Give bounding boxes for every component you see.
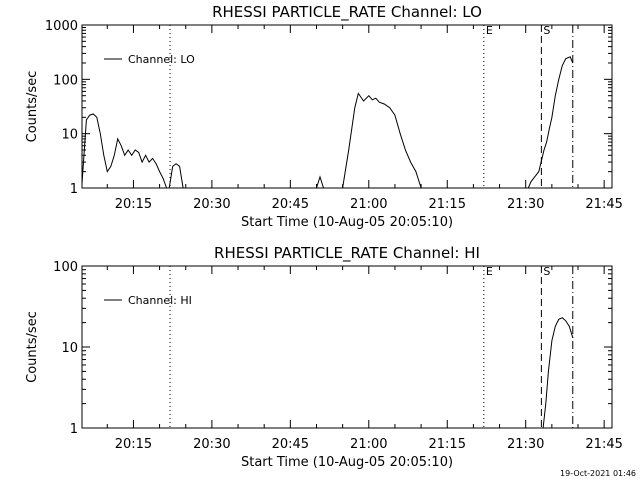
chart-marks: 20:15 20:30 20:45 21:00 21:15 21:30 21:45 1 10 10… xyxy=(45,19,623,212)
y-axis-label: Counts/sec xyxy=(25,311,40,383)
x-tick-label: 20:15 xyxy=(115,437,152,452)
x-tick-label: 20:30 xyxy=(193,197,230,212)
y-tick-label: 1 xyxy=(70,182,78,197)
series-line xyxy=(521,56,574,189)
y-tick-label: 100 xyxy=(53,260,78,275)
time-marker-label: S xyxy=(543,265,550,278)
x-tick-label: 21:30 xyxy=(507,197,544,212)
x-tick-label: 21:00 xyxy=(350,197,387,212)
legend: Channel: HI xyxy=(104,294,192,307)
x-axis-label: Start Time (10-Aug-05 20:05:10) xyxy=(241,215,453,230)
series-line xyxy=(316,175,324,189)
x-tick-label: 21:45 xyxy=(585,197,622,212)
x-tick-label: 20:30 xyxy=(193,437,230,452)
hi-channel-panel: RHESSI PARTICLE_RATE Channel: HI Start T… xyxy=(25,244,623,470)
y-tick-label: 1 xyxy=(70,422,78,437)
chart-title: RHESSI PARTICLE_RATE Channel: HI xyxy=(214,244,480,263)
x-axis-label: Start Time (10-Aug-05 20:05:10) xyxy=(241,455,453,470)
y-tick-label: 1000 xyxy=(45,19,78,34)
time-marker-label: E xyxy=(486,24,493,37)
y-tick-label: 100 xyxy=(53,73,78,88)
x-tick-label: 20:45 xyxy=(272,437,309,452)
time-marker-label: E xyxy=(486,265,493,278)
chart-title: RHESSI PARTICLE_RATE Channel: LO xyxy=(212,3,482,22)
series-line xyxy=(168,163,184,189)
legend-label: Channel: LO xyxy=(128,53,195,66)
y-tick-label: 10 xyxy=(61,128,78,143)
lo-channel-panel: RHESSI PARTICLE_RATE Channel: LO Start T… xyxy=(25,3,623,230)
y-axis-label: Counts/sec xyxy=(25,71,40,143)
legend-label: Channel: HI xyxy=(128,294,192,307)
x-tick-label: 20:15 xyxy=(115,197,152,212)
x-tick-label: 21:45 xyxy=(585,437,622,452)
chart-marks: 20:15 20:30 20:45 21:00 21:15 21:30 21:45 1 10 10… xyxy=(53,260,623,452)
x-tick-label: 21:15 xyxy=(429,197,466,212)
plot-frame xyxy=(81,24,613,189)
footer-timestamp: 19-Oct-2021 01:46 xyxy=(560,469,636,478)
series-line xyxy=(542,317,574,429)
series-line xyxy=(81,113,168,189)
x-tick-label: 21:30 xyxy=(507,437,544,452)
x-tick-label: 21:15 xyxy=(429,437,466,452)
x-tick-label: 21:00 xyxy=(350,437,387,452)
time-marker-label: S xyxy=(543,24,550,37)
x-tick-label: 20:45 xyxy=(272,197,309,212)
plot-frame xyxy=(81,265,613,429)
series-line xyxy=(342,92,422,189)
legend: Channel: LO xyxy=(104,53,195,66)
y-tick-label: 10 xyxy=(61,341,78,356)
